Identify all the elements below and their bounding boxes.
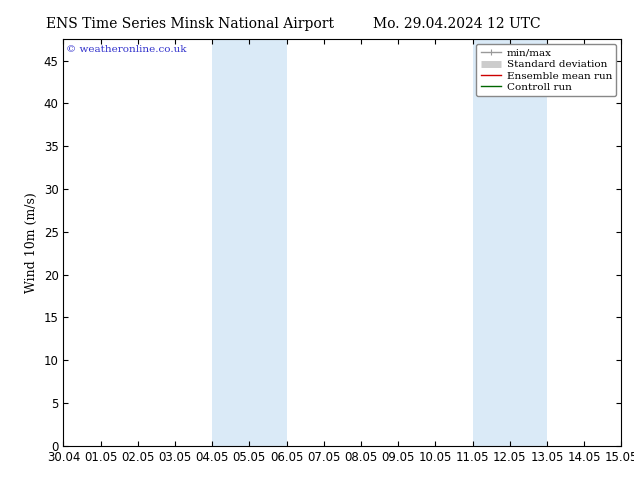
Text: ENS Time Series Minsk National Airport: ENS Time Series Minsk National Airport xyxy=(46,17,334,31)
Bar xyxy=(249,39,287,446)
Text: © weatheronline.co.uk: © weatheronline.co.uk xyxy=(66,45,186,54)
Bar xyxy=(472,39,510,446)
Bar xyxy=(510,39,547,446)
Legend: min/max, Standard deviation, Ensemble mean run, Controll run: min/max, Standard deviation, Ensemble me… xyxy=(476,45,616,96)
Y-axis label: Wind 10m (m/s): Wind 10m (m/s) xyxy=(25,192,38,293)
Text: Mo. 29.04.2024 12 UTC: Mo. 29.04.2024 12 UTC xyxy=(373,17,540,31)
Bar xyxy=(212,39,249,446)
